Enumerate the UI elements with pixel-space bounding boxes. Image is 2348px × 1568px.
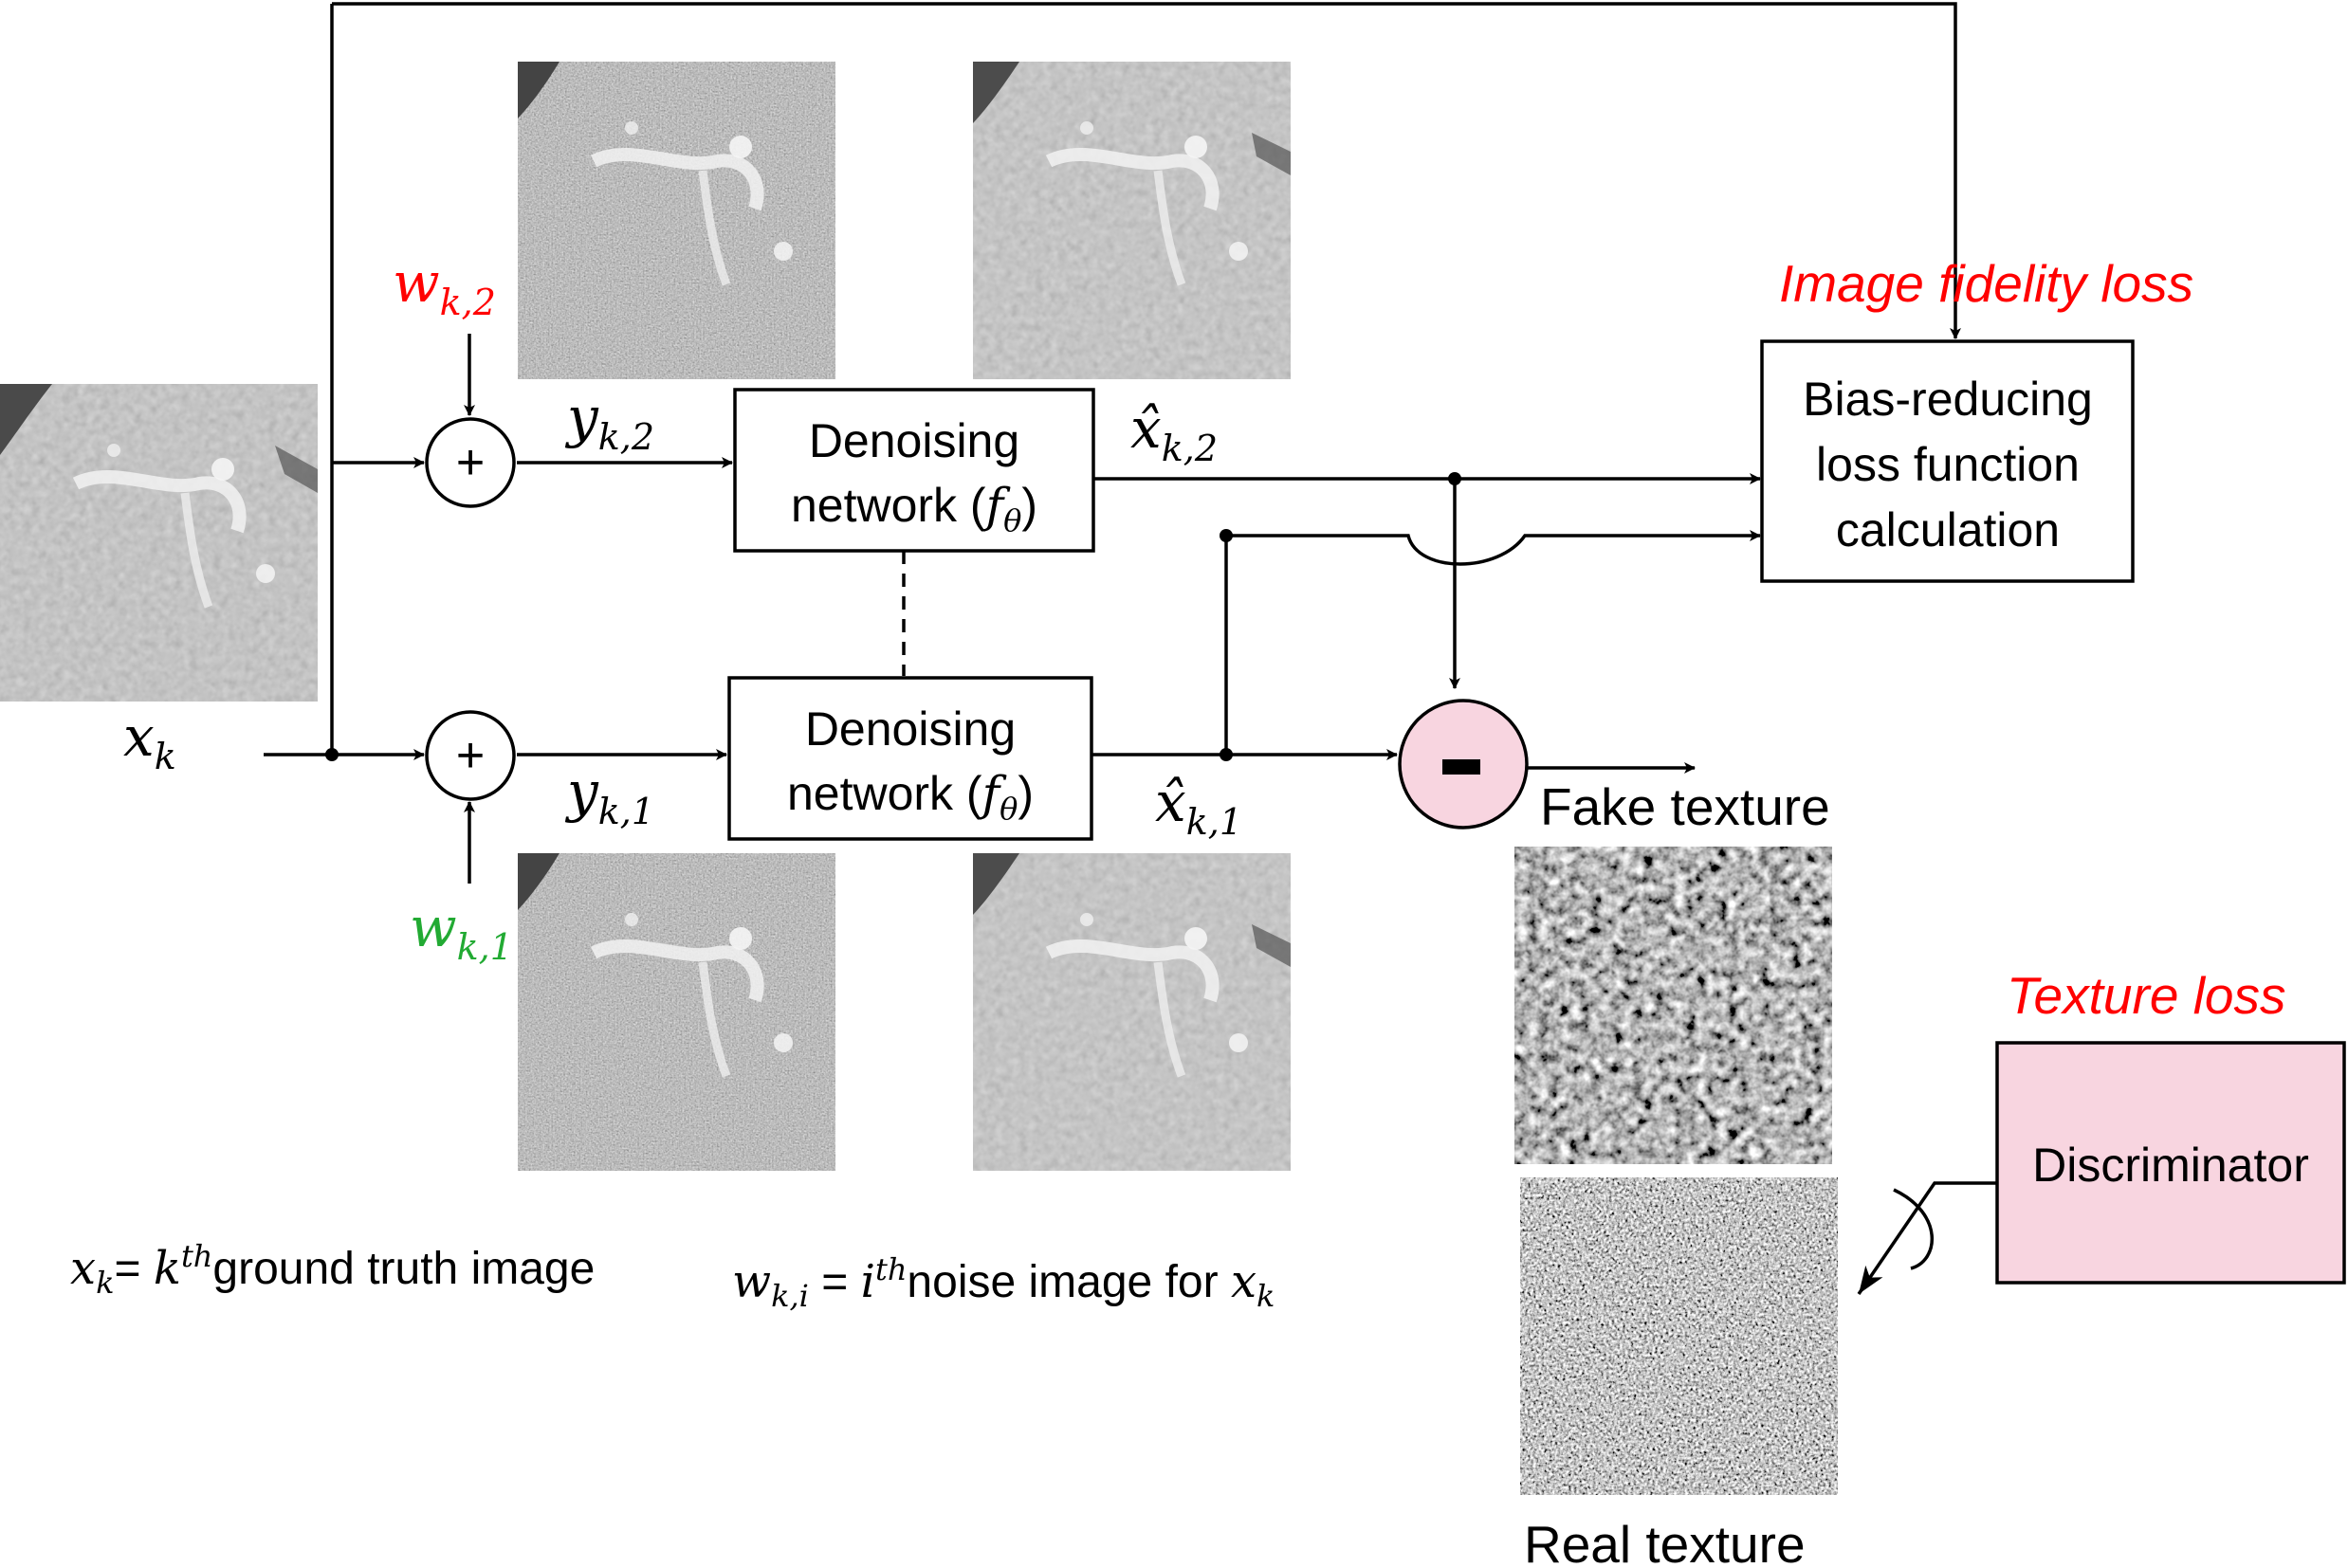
denoised-image-bottom	[973, 853, 1291, 1171]
label-x-k: xk	[123, 704, 176, 777]
legend-noise-definition: wk,i = ithnoise image for xk	[732, 1251, 1275, 1314]
label-xhat-k1: x̂k,1	[1155, 770, 1242, 843]
real-texture-label: Real texture	[1524, 1515, 1806, 1568]
fake-texture-label: Fake texture	[1540, 777, 1830, 836]
legend-ground-truth-definition: xk= kthground truth image	[70, 1238, 595, 1301]
ground-truth-image	[0, 384, 318, 702]
svg-text:Bias-reducing: Bias-reducing	[1803, 373, 2093, 426]
connection-lines	[264, 2, 1997, 1295]
svg-text:network (fθ): network (fθ)	[791, 478, 1037, 538]
svg-text:Denoising: Denoising	[805, 702, 1016, 756]
denoised-image-top	[973, 62, 1291, 379]
adder-bottom: +	[425, 710, 516, 801]
noisy-image-bottom	[518, 853, 835, 1171]
svg-text:loss function: loss function	[1816, 438, 2080, 491]
label-w-k2: wk,2	[393, 250, 496, 323]
junction-dots	[325, 472, 1461, 761]
svg-text:calculation: calculation	[1836, 503, 2060, 556]
svg-text:Discriminator: Discriminator	[2032, 1139, 2309, 1192]
subtraction-node	[1398, 699, 1529, 830]
adder-top: +	[425, 417, 516, 508]
denoising-network-bottom: Denoising network (fθ)	[727, 676, 1093, 841]
label-y-k2: yk,2	[564, 385, 654, 458]
fake-texture-image	[1514, 847, 1832, 1164]
svg-text:Denoising: Denoising	[809, 414, 1019, 467]
label-xhat-k2: x̂k,2	[1130, 396, 1218, 469]
label-y-k1: yk,1	[564, 759, 654, 832]
denoising-network-top: Denoising network (fθ)	[733, 388, 1095, 553]
svg-text:network (fθ): network (fθ)	[787, 766, 1034, 827]
discriminator-box: Discriminator	[1995, 1041, 2346, 1285]
label-w-k1: wk,1	[410, 895, 513, 968]
image-fidelity-loss-title: Image fidelity loss	[1779, 254, 2193, 313]
svg-text:+: +	[456, 728, 485, 783]
bias-reducing-loss-box: Bias-reducing loss function calculation	[1760, 339, 2135, 583]
texture-loss-title: Texture loss	[2007, 966, 2286, 1025]
svg-text:+: +	[456, 435, 485, 490]
noisy-image-top	[518, 62, 835, 379]
real-texture-image	[1520, 1177, 1838, 1495]
